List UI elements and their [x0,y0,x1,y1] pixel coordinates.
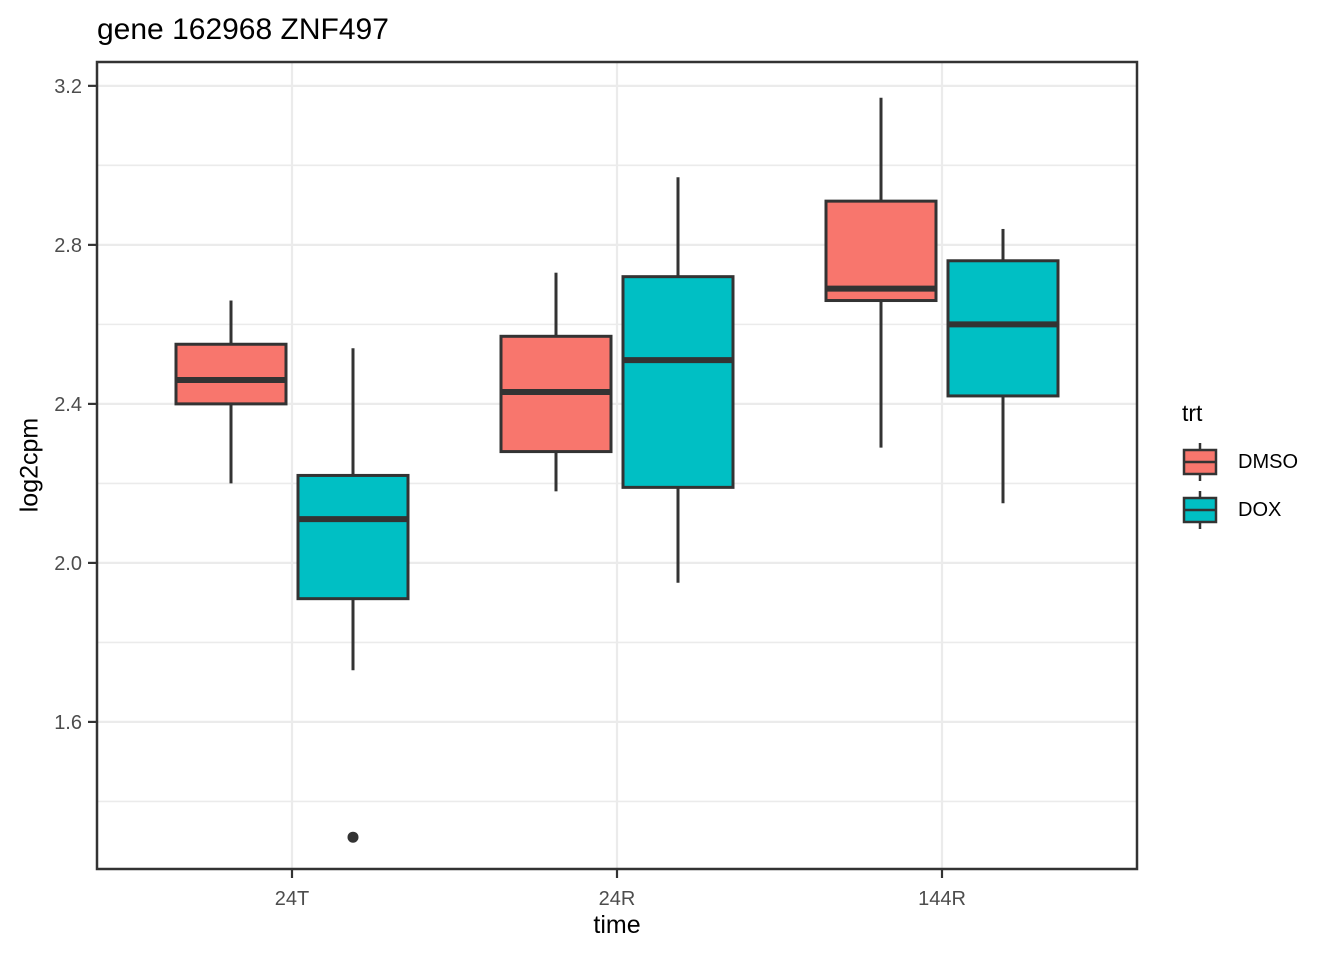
y-tick-label: 2.0 [54,553,82,575]
x-axis-title: time [593,911,641,939]
legend-item-dmso: DMSO [1182,442,1298,482]
legend-label-dox: DOX [1238,498,1282,521]
legend-label-dmso: DMSO [1238,450,1298,473]
legend-title: trt [1182,400,1203,426]
y-tick-label: 2.4 [54,394,82,416]
box-dox-24r [621,275,735,489]
x-tick-label: 24R [599,888,636,910]
boxplot-key-icon [1182,491,1218,529]
y-axis-title: log2cpm [15,417,44,513]
box-dmso-24t [174,342,288,406]
legend-item-dox: DOX [1182,490,1298,530]
y-tick-label: 2.8 [54,235,82,257]
y-tick-label: 1.6 [54,712,82,734]
outlier-point-dox-24t [347,831,359,843]
box-dmso-144r [824,199,938,303]
x-tick-label: 144R [918,888,966,910]
box-dox-144r [946,259,1060,398]
legend-items: DMSO DOX [1182,442,1298,530]
legend: trt DMSO DOX [1182,400,1298,538]
plot-title: gene 162968 ZNF497 [97,13,389,46]
box-dox-24t [296,473,410,601]
x-tick-label: 24T [275,888,309,910]
boxplot-key-icon [1182,443,1218,481]
y-tick-label: 3.2 [54,76,82,98]
